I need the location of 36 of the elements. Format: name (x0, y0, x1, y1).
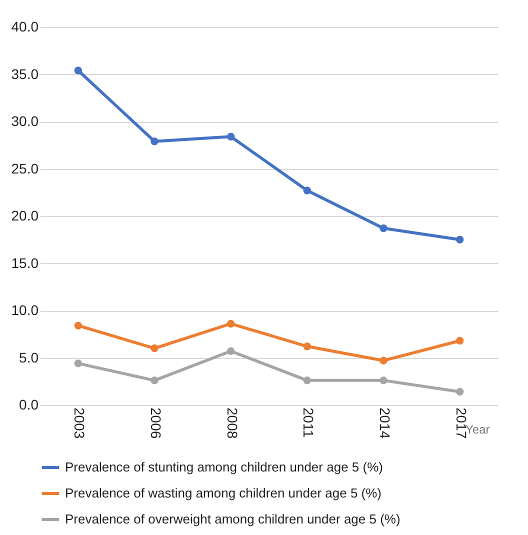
y-tick-label: 15.0 (11, 254, 39, 271)
y-tick-label: 30.0 (11, 113, 39, 129)
legend-label: Prevalence of wasting among children under age 5 (%) (65, 486, 382, 500)
point (456, 236, 464, 244)
point (150, 376, 158, 384)
x-tick-label: 2011 (300, 408, 317, 438)
y-tick-label: 20.0 (11, 208, 39, 224)
y-tick-label: 40.0 (11, 18, 39, 34)
point (456, 336, 464, 345)
x-tick-label: 2008 (224, 408, 240, 439)
x-tick-label: 2014 (377, 408, 393, 439)
y-tick-label: 10.0 (11, 302, 39, 318)
point (74, 322, 82, 330)
point (456, 388, 464, 396)
x-tick-label: 2006 (148, 408, 164, 439)
point (380, 356, 388, 364)
y-tick-label: 0.0 (19, 396, 39, 412)
x-axis-title: Year (466, 422, 490, 437)
point (380, 376, 388, 384)
point (150, 344, 158, 352)
legend-label: Prevalence of overweight among children under age 5 (%) (65, 512, 400, 526)
point (226, 320, 235, 328)
y-tick-label: 5.0 (19, 349, 39, 366)
point (380, 224, 388, 232)
point (226, 347, 235, 355)
point (303, 342, 312, 350)
point (150, 137, 158, 146)
point (303, 186, 312, 194)
legend-label: Prevalence of stunting among children under age 5 (%) (65, 460, 383, 474)
x-tick-label: 2003 (72, 408, 88, 439)
point (303, 376, 312, 384)
point (226, 132, 235, 140)
y-tick-label: 35.0 (11, 66, 39, 82)
y-tick-label: 25.0 (11, 160, 39, 176)
point (74, 360, 82, 368)
point (74, 66, 82, 74)
